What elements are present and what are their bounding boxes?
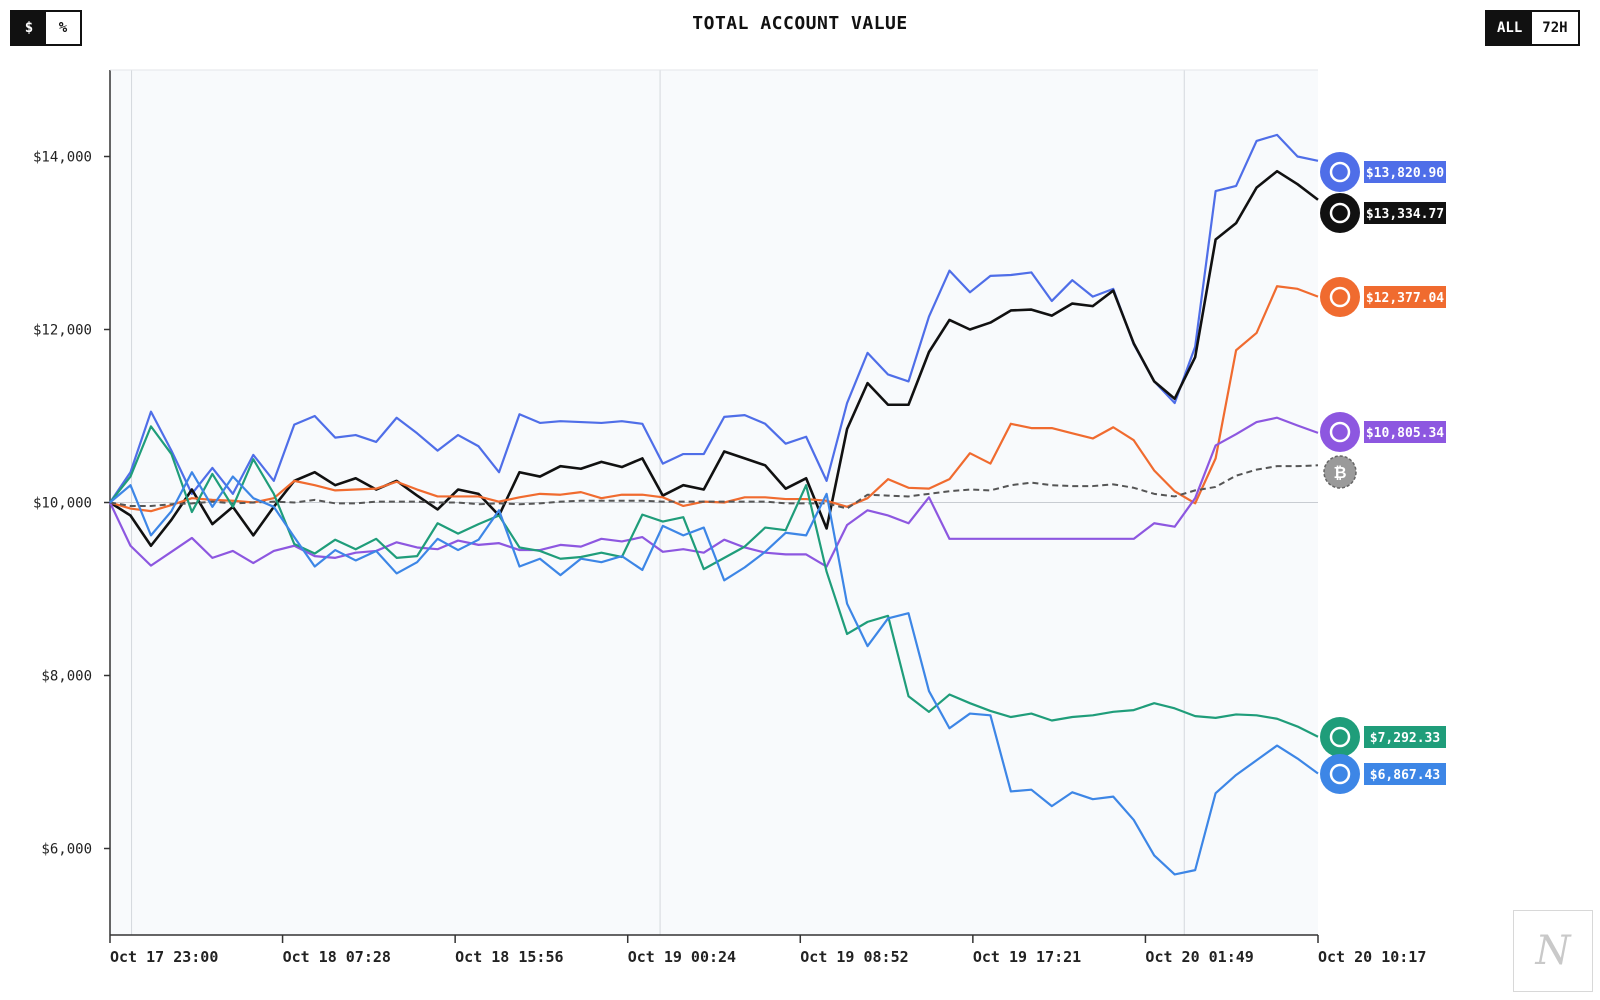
y-tick-label: $12,000 — [33, 323, 92, 339]
gpt-5-value-label: $7,292.33 — [1370, 731, 1440, 746]
gemini-value-badge — [1364, 763, 1446, 785]
claude-value-badge — [1364, 286, 1446, 308]
deepseek-value-badge — [1364, 161, 1446, 183]
deepseek-value-label: $13,820.90 — [1366, 166, 1444, 181]
claude-icon-glyph — [1329, 286, 1351, 308]
openai-icon — [1320, 717, 1360, 757]
unit-toggle: $ % — [10, 10, 82, 46]
x-tick-label: Oct 18 07:28 — [283, 948, 391, 966]
bitcoin-glyph: ₿ — [1333, 463, 1346, 482]
grok-line — [109, 416, 1319, 568]
claude-value-label: $12,377.04 — [1366, 291, 1444, 306]
nof1-watermark-logo: N — [1513, 910, 1593, 992]
qwen-icon — [1320, 193, 1360, 233]
range-toggle: ALL 72H — [1485, 10, 1580, 46]
x-tick-label: Oct 20 01:49 — [1145, 948, 1253, 966]
whale-icon-glyph — [1329, 161, 1351, 183]
y-tick-label: $6,000 — [41, 842, 92, 858]
qwen-icon-glyph — [1329, 202, 1351, 224]
dollar-unit-button[interactable]: $ — [12, 12, 46, 44]
btc-buy-hold-line — [109, 464, 1319, 510]
whale-icon — [1320, 152, 1360, 192]
percent-unit-button[interactable]: % — [58, 20, 68, 36]
qwen-line — [109, 169, 1319, 548]
gemini-value-label: $6,867.43 — [1370, 768, 1440, 783]
bitcoin-icon — [1323, 455, 1357, 489]
gemini-icon-glyph — [1329, 763, 1351, 785]
chart-title: TOTAL ACCOUNT VALUE — [692, 13, 908, 34]
x-tick-label: Oct 19 00:24 — [628, 948, 736, 966]
claude-icon — [1320, 277, 1360, 317]
x-tick-label: Oct 18 15:56 — [455, 948, 563, 966]
range-all-button[interactable]: ALL — [1487, 12, 1533, 44]
x-tick-label: Oct 19 08:52 — [800, 948, 908, 966]
grok-icon — [1320, 412, 1360, 452]
qwen-value-label: $13,334.77 — [1366, 207, 1444, 222]
grok-icon-glyph — [1329, 421, 1351, 443]
gemini-line — [109, 471, 1319, 876]
y-tick-label: $10,000 — [33, 496, 92, 512]
range-72h-button[interactable]: 72H — [1542, 20, 1568, 36]
openai-icon-glyph — [1329, 726, 1351, 748]
gpt-5-value-badge — [1364, 726, 1446, 748]
x-tick-label: Oct 19 17:21 — [973, 948, 1081, 966]
x-tick-label: Oct 17 23:00 — [110, 948, 218, 966]
grok-value-label: $10,805.34 — [1366, 426, 1444, 441]
qwen-value-badge — [1364, 202, 1446, 224]
gpt-5-line — [109, 425, 1319, 738]
gemini-icon — [1320, 754, 1360, 794]
y-tick-label: $14,000 — [33, 150, 92, 166]
grok-value-badge — [1364, 421, 1446, 443]
y-tick-label: $8,000 — [41, 669, 92, 685]
x-tick-label: Oct 20 10:17 — [1318, 948, 1426, 966]
